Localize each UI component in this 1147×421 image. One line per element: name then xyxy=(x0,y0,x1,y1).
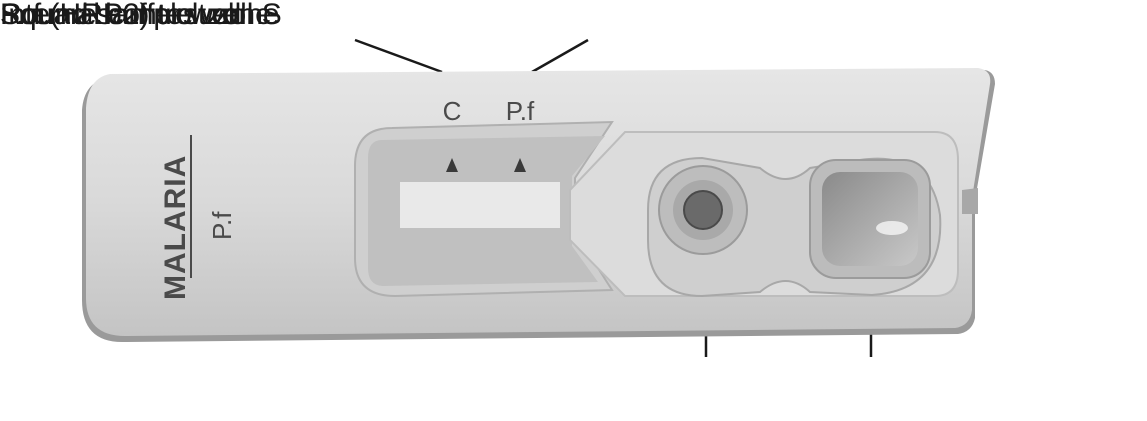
sample-well-label: Round sample well S xyxy=(0,0,282,31)
test-arrow-icon xyxy=(514,158,526,172)
control-arrow-icon xyxy=(446,158,458,172)
test-strip xyxy=(400,182,560,228)
cassette-branding: MALARIA P.f xyxy=(159,135,237,300)
result-window xyxy=(368,136,605,286)
test-mark: P.f xyxy=(506,96,535,126)
test-zone-leader-line xyxy=(531,38,589,74)
product-name: P.f xyxy=(207,211,237,240)
control-zone-leader-line xyxy=(354,38,443,74)
brand-name: MALARIA xyxy=(159,155,192,300)
buffer-well-label: Square buffer well xyxy=(0,0,242,31)
test-zone-label: P. f (HRP2) test zone xyxy=(0,0,280,31)
internal-control-zone-label: Internal control zone xyxy=(0,0,272,31)
control-mark: C xyxy=(443,96,462,126)
square-buffer-well xyxy=(809,159,931,279)
